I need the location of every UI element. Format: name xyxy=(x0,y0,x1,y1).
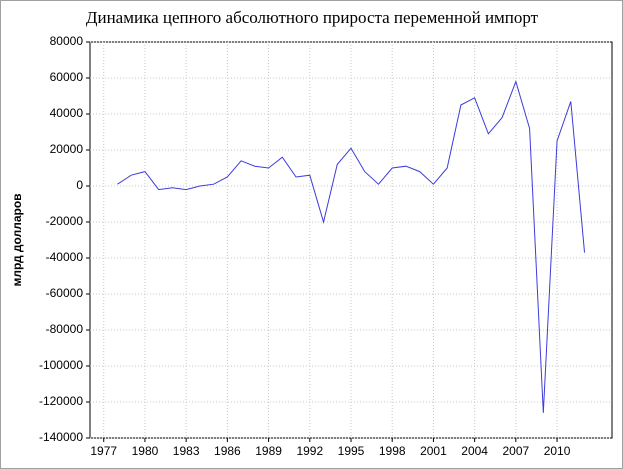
y-tick-label: -20000 xyxy=(46,214,84,228)
x-tick-label: 2007 xyxy=(502,444,529,458)
x-tick-label: 2010 xyxy=(544,444,571,458)
y-axis-label: млрд долларов xyxy=(10,193,24,286)
x-tick-label: 1989 xyxy=(255,444,282,458)
x-tick-label: 1992 xyxy=(296,444,323,458)
x-tick-label: 1983 xyxy=(173,444,200,458)
y-tick-label: -140000 xyxy=(39,430,83,444)
y-tick-label: -60000 xyxy=(46,286,84,300)
y-tick-label: -120000 xyxy=(39,394,83,408)
y-tick-label: -80000 xyxy=(46,322,84,336)
x-tick-label: 1998 xyxy=(379,444,406,458)
y-tick-label: 40000 xyxy=(50,106,84,120)
x-tick-label: 2004 xyxy=(461,444,488,458)
y-tick-label: -40000 xyxy=(46,250,84,264)
y-tick-label: 60000 xyxy=(50,70,84,84)
x-tick-label: 1986 xyxy=(214,444,241,458)
x-tick-label: 1977 xyxy=(90,444,117,458)
y-tick-label: 0 xyxy=(76,178,83,192)
x-tick-label: 2001 xyxy=(420,444,447,458)
x-tick-label: 1980 xyxy=(132,444,159,458)
y-tick-label: -100000 xyxy=(39,358,83,372)
y-tick-label: 80000 xyxy=(50,34,84,48)
x-tick-label: 1995 xyxy=(338,444,365,458)
data-line xyxy=(117,80,586,413)
chart-title: Динамика цепного абсолютного прироста пе… xyxy=(86,8,539,27)
y-tick-label: 20000 xyxy=(50,142,84,156)
